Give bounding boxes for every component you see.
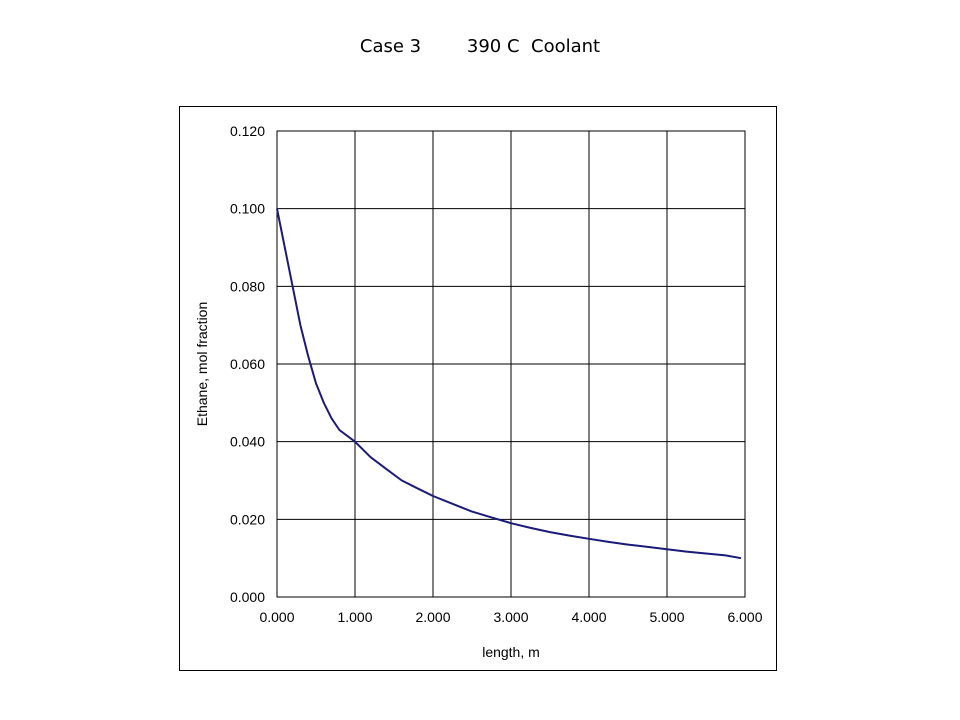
gridlines	[276, 130, 746, 598]
y-tick-label: 0.060	[230, 356, 265, 372]
chart-frame: 0.000 0.020 0.040 0.060 0.080 0.100 0.120 0.00…	[179, 106, 777, 671]
y-tick-label: 0.020	[230, 511, 265, 527]
y-tick-label: 0.040	[230, 434, 265, 450]
y-tick-label: 0.080	[230, 278, 265, 294]
x-tick-labels: 0.000 1.000 2.000 3.000 4.000 5.000 6.000	[259, 609, 762, 625]
x-tick-label: 0.000	[259, 609, 294, 625]
x-tick-label: 5.000	[649, 609, 684, 625]
x-tick-label: 1.000	[337, 609, 372, 625]
y-tick-labels: 0.000 0.020 0.040 0.060 0.080 0.100 0.120	[230, 123, 265, 605]
y-axis-title: Ethane, mol fraction	[194, 302, 210, 427]
line-chart: 0.000 0.020 0.040 0.060 0.080 0.100 0.120 0.00…	[194, 123, 763, 660]
series-line	[276, 208, 742, 560]
x-axis-title: length, m	[482, 644, 540, 660]
x-tick-label: 3.000	[493, 609, 528, 625]
slide-title: Case 3 390 C Coolant	[359, 36, 601, 57]
y-tick-label: 0.000	[230, 589, 265, 605]
y-tick-label: 0.120	[230, 123, 265, 139]
x-tick-label: 2.000	[415, 609, 450, 625]
x-tick-label: 4.000	[571, 609, 606, 625]
series-lines	[276, 208, 742, 560]
y-tick-label: 0.100	[230, 201, 265, 217]
plot-area-border	[276, 130, 746, 598]
x-tick-label: 6.000	[727, 609, 762, 625]
